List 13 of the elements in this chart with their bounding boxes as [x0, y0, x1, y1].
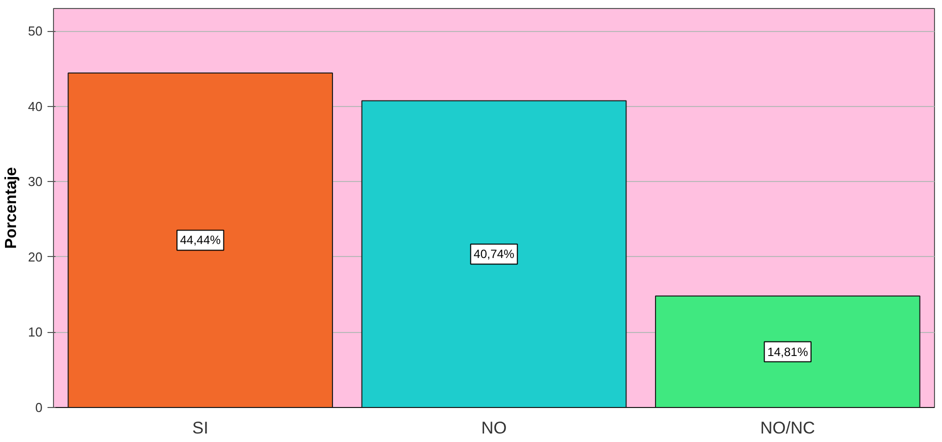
x-tick-label: SI: [192, 418, 208, 438]
y-tick-label: 0: [35, 400, 43, 415]
y-tick-label: 50: [28, 24, 43, 39]
y-tick-label: 40: [28, 98, 43, 114]
data-label: 44,44%: [180, 233, 222, 248]
y-tick-label: 20: [28, 249, 43, 264]
data-label: 40,74%: [474, 247, 515, 262]
y-axis-title: Porcentaje: [3, 166, 20, 249]
x-tick-label: NO: [481, 418, 507, 438]
y-tick-label: 30: [28, 174, 43, 190]
x-tick-label: NO/NC: [760, 418, 816, 438]
data-label: 14,81%: [767, 344, 808, 359]
y-tick-label: 10: [28, 324, 43, 340]
